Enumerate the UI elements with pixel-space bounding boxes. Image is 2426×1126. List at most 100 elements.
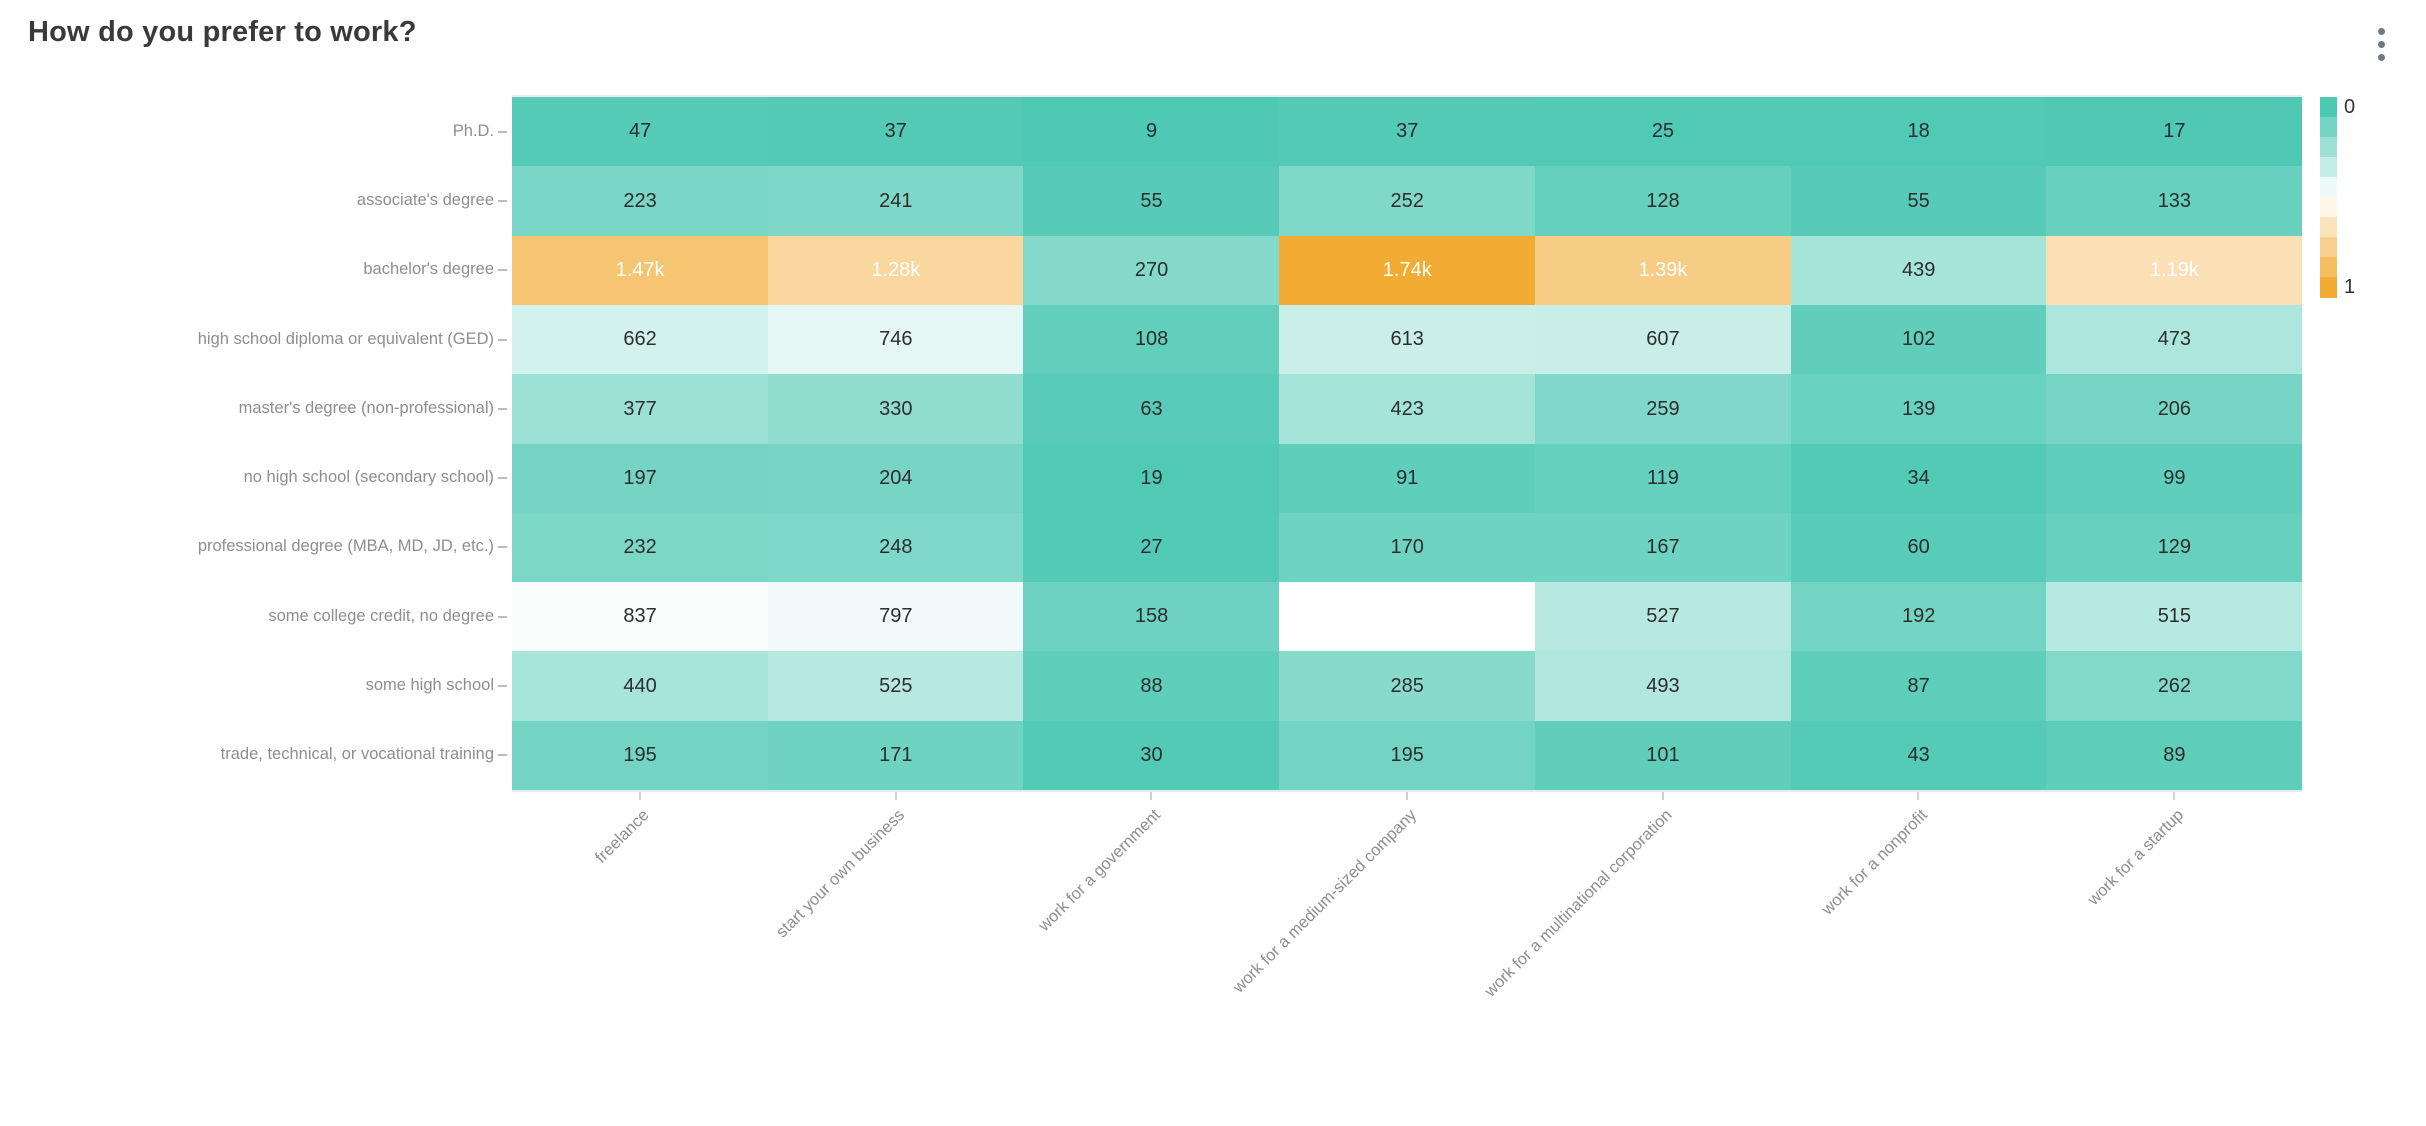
heatmap-cell[interactable]: 99 bbox=[2046, 443, 2303, 514]
heatmap-cell[interactable]: 259 bbox=[1534, 374, 1792, 444]
heatmap-cell[interactable]: 101 bbox=[1534, 720, 1792, 791]
heatmap-cell[interactable]: 133 bbox=[2046, 166, 2303, 237]
heatmap-cell[interactable]: 262 bbox=[2046, 651, 2303, 722]
x-axis-tick bbox=[1917, 792, 1920, 800]
heatmap-cell[interactable]: 607 bbox=[1534, 304, 1792, 375]
heatmap-cell[interactable]: 1.28k bbox=[767, 235, 1024, 306]
legend-swatch bbox=[2320, 97, 2337, 118]
heatmap-cell[interactable]: 89 bbox=[2046, 720, 2303, 791]
heatmap-cell[interactable]: 662 bbox=[512, 304, 769, 375]
heatmap-cell[interactable]: 330 bbox=[767, 374, 1024, 444]
heatmap-cell[interactable]: 43 bbox=[1790, 720, 2047, 791]
legend-swatch bbox=[2320, 137, 2337, 158]
legend-swatch bbox=[2320, 237, 2337, 258]
heatmap-cell[interactable]: 87 bbox=[1790, 651, 2047, 722]
heatmap-cell[interactable]: 746 bbox=[767, 304, 1024, 375]
heatmap-cell[interactable]: 119 bbox=[1534, 443, 1792, 514]
heatmap-cell[interactable]: 17 bbox=[2046, 97, 2303, 167]
heatmap-cell[interactable]: 18 bbox=[1790, 97, 2047, 167]
y-axis-tick bbox=[498, 199, 507, 202]
heatmap-cell[interactable]: 377 bbox=[512, 374, 769, 444]
heatmap-cell[interactable]: 9 bbox=[1023, 97, 1280, 167]
heatmap-cell[interactable]: 195 bbox=[512, 720, 769, 791]
heatmap-cell[interactable]: 1.39k bbox=[1534, 235, 1792, 306]
kebab-menu-icon[interactable] bbox=[2375, 28, 2387, 67]
heatmap-cell[interactable]: 423 bbox=[1279, 374, 1536, 444]
heatmap-cell[interactable]: 55 bbox=[1790, 166, 2047, 237]
heatmap-cell[interactable]: 37 bbox=[1279, 97, 1536, 167]
x-axis-label: work for a multinational corporation bbox=[1481, 806, 1676, 1001]
heatmap-cell[interactable]: 440 bbox=[512, 651, 769, 722]
heatmap-cell[interactable]: 204 bbox=[767, 443, 1024, 514]
heatmap-cell[interactable]: 525 bbox=[767, 651, 1024, 722]
x-axis-label: work for a nonprofit bbox=[1818, 806, 1932, 919]
heatmap-cell[interactable]: 1.74k bbox=[1279, 235, 1536, 306]
heatmap-cell[interactable]: 30 bbox=[1023, 720, 1280, 791]
heatmap-cell[interactable]: 128 bbox=[1534, 166, 1792, 237]
heatmap-cell[interactable]: 515 bbox=[2046, 582, 2303, 652]
heatmap-cell[interactable] bbox=[1279, 582, 1536, 652]
heatmap-cell[interactable]: 232 bbox=[512, 512, 769, 583]
heatmap-cell[interactable]: 170 bbox=[1279, 512, 1536, 583]
heatmap-cell[interactable]: 248 bbox=[767, 512, 1024, 583]
legend-min-label: 0 bbox=[2344, 96, 2356, 118]
y-axis-tick bbox=[498, 477, 507, 480]
y-axis-label: Ph.D. bbox=[452, 121, 494, 140]
heatmap-cell[interactable]: 493 bbox=[1534, 651, 1792, 722]
heatmap-cell[interactable]: 158 bbox=[1023, 582, 1280, 652]
heatmap-cell[interactable]: 108 bbox=[1023, 304, 1280, 375]
heatmap-cell[interactable]: 88 bbox=[1023, 651, 1280, 722]
heatmap-cell[interactable]: 167 bbox=[1534, 512, 1792, 583]
heatmap-cell[interactable]: 270 bbox=[1023, 235, 1280, 306]
x-axis-label: work for a startup bbox=[2084, 806, 2187, 909]
heatmap-cell[interactable]: 241 bbox=[767, 166, 1024, 237]
page-title: How do you prefer to work? bbox=[28, 16, 417, 48]
y-axis-label: high school diploma or equivalent (GED) bbox=[197, 329, 494, 348]
heatmap-cell[interactable]: 25 bbox=[1534, 97, 1792, 167]
heatmap-cell[interactable]: 34 bbox=[1790, 443, 2047, 514]
heatmap-cell[interactable]: 527 bbox=[1534, 582, 1792, 652]
heatmap-cell[interactable]: 171 bbox=[767, 720, 1024, 791]
y-axis-tick bbox=[498, 615, 507, 618]
heatmap-cell[interactable]: 613 bbox=[1279, 304, 1536, 375]
heatmap-cell[interactable]: 285 bbox=[1279, 651, 1536, 722]
heatmap-cell[interactable]: 197 bbox=[512, 443, 769, 514]
heatmap-cell[interactable]: 91 bbox=[1279, 443, 1536, 514]
x-axis-tick bbox=[638, 792, 641, 800]
legend-swatch bbox=[2320, 257, 2337, 278]
heatmap-cell[interactable]: 37 bbox=[767, 97, 1024, 167]
x-axis-label: freelance bbox=[591, 806, 653, 867]
heatmap-cell[interactable]: 206 bbox=[2046, 374, 2303, 444]
heatmap-cell[interactable]: 195 bbox=[1279, 720, 1536, 791]
heatmap-cell[interactable]: 223 bbox=[512, 166, 769, 237]
heatmap-cell[interactable]: 60 bbox=[1790, 512, 2047, 583]
legend-swatch bbox=[2320, 177, 2337, 198]
legend-swatch bbox=[2320, 217, 2337, 238]
plot-top-border bbox=[512, 95, 2302, 97]
heatmap-cell[interactable]: 1.47k bbox=[512, 235, 769, 306]
heatmap-cell[interactable]: 129 bbox=[2046, 512, 2303, 583]
heatmap-cell[interactable]: 19 bbox=[1023, 443, 1280, 514]
heatmap-cell[interactable]: 139 bbox=[1790, 374, 2047, 444]
heatmap-cell[interactable]: 797 bbox=[767, 582, 1024, 652]
y-axis-label: no high school (secondary school) bbox=[243, 468, 494, 487]
x-axis-tick bbox=[1150, 792, 1153, 800]
heatmap-cell[interactable]: 63 bbox=[1023, 374, 1280, 444]
y-axis-tick bbox=[498, 546, 507, 549]
heatmap-cell[interactable]: 1.19k bbox=[2046, 235, 2303, 306]
y-axis-tick bbox=[498, 685, 507, 688]
heatmap-cell[interactable]: 473 bbox=[2046, 304, 2303, 375]
x-axis-label: work for a government bbox=[1035, 806, 1165, 935]
heatmap-cell[interactable]: 27 bbox=[1023, 512, 1280, 583]
y-axis-label: associate's degree bbox=[356, 191, 494, 210]
x-axis-tick bbox=[1661, 792, 1664, 800]
heatmap-cell[interactable]: 252 bbox=[1279, 166, 1536, 237]
y-axis-tick bbox=[498, 338, 507, 341]
x-axis-tick bbox=[2173, 792, 2176, 800]
heatmap-cell[interactable]: 47 bbox=[512, 97, 769, 167]
heatmap-cell[interactable]: 439 bbox=[1790, 235, 2047, 306]
heatmap-cell[interactable]: 192 bbox=[1790, 582, 2047, 652]
heatmap-cell[interactable]: 55 bbox=[1023, 166, 1280, 237]
heatmap-cell[interactable]: 837 bbox=[512, 582, 769, 652]
heatmap-cell[interactable]: 102 bbox=[1790, 304, 2047, 375]
